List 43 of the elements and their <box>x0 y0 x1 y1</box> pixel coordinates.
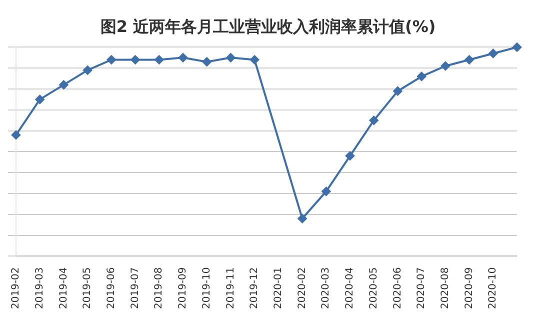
x-tick-label: 2019-05 <box>82 267 94 310</box>
x-tick-label: 2019-08 <box>154 267 165 310</box>
point <box>393 86 402 96</box>
x-tick-label: 2019-11 <box>225 267 236 310</box>
point <box>369 116 378 125</box>
x-tick-label: 2019-07 <box>130 267 141 310</box>
x-tick-label: 2019-09 <box>178 267 189 310</box>
point <box>346 151 354 160</box>
point <box>440 62 450 71</box>
x-tick-label: 2019-02 <box>10 267 22 310</box>
x-tick-label: 2020-04 <box>344 267 356 310</box>
x-tick-label: 2020-07 <box>416 267 428 310</box>
x-tick-label: 2020-09 <box>464 267 475 310</box>
point <box>202 57 212 66</box>
x-tick-label: 2020-01 <box>273 267 284 310</box>
point <box>512 42 522 52</box>
point <box>178 53 188 62</box>
x-tick-label: 2020-02 <box>296 267 308 310</box>
point <box>464 55 474 64</box>
x-tick-label: 2020-10 <box>488 267 499 310</box>
point <box>12 130 20 140</box>
x-tick-label: 2020-05 <box>368 267 380 310</box>
point <box>488 48 498 58</box>
point <box>154 55 164 64</box>
point <box>250 55 260 64</box>
chart-title: 图2 近两年各月工业营业收入利润率累计值(%) <box>100 16 436 36</box>
x-tick-label: 2020-08 <box>440 267 452 310</box>
point <box>417 72 426 81</box>
point <box>59 80 68 90</box>
x-tick-label: 2019-06 <box>106 267 118 310</box>
x-tick-label: 2019-12 <box>249 267 260 310</box>
point <box>35 94 44 104</box>
x-tick-label: 2019-03 <box>34 267 46 310</box>
point <box>83 66 92 75</box>
point <box>130 55 140 64</box>
x-tick-label: 2019-04 <box>58 267 70 310</box>
x-tick-label: 2020-03 <box>320 267 332 310</box>
x-tick-label: 2020-06 <box>392 267 404 310</box>
point <box>226 53 236 62</box>
point <box>106 55 116 64</box>
x-tick-label: 2019-10 <box>201 267 212 310</box>
point <box>298 214 307 224</box>
point <box>322 186 331 196</box>
